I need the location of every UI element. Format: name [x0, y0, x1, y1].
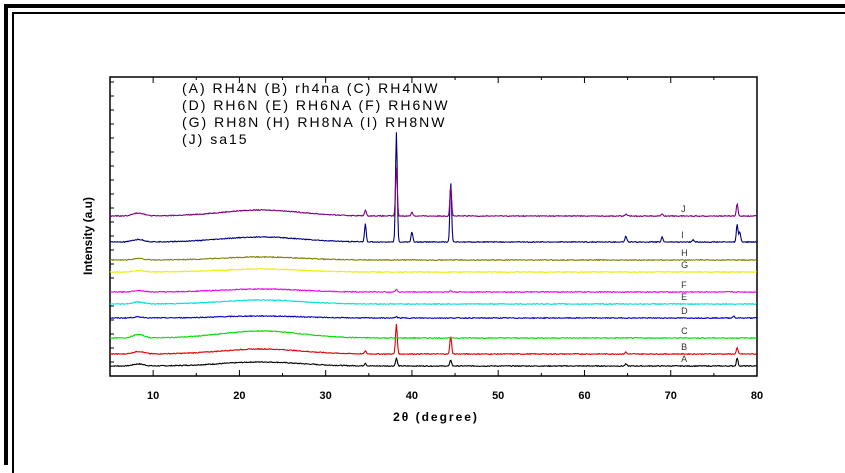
series-label-e: E	[681, 292, 687, 302]
series-line-f	[110, 289, 757, 293]
series-line-e	[110, 300, 757, 305]
series-line-b	[110, 324, 757, 354]
series-label-c: C	[681, 326, 688, 336]
series-line-i	[110, 132, 757, 242]
legend-line: (D) RH6N (E) RH6NA (F) RH6NW	[182, 97, 450, 113]
legend-line: (J) sa15	[182, 131, 249, 147]
x-tick-label: 40	[406, 390, 418, 402]
series-line-h	[110, 257, 757, 261]
x-tick-label: 10	[147, 390, 159, 402]
series-label-b: B	[681, 342, 687, 352]
series-label-j: J	[681, 204, 686, 214]
series-line-a	[110, 358, 757, 367]
series-line-j	[110, 168, 757, 217]
x-tick-label: 60	[578, 390, 590, 402]
series-label-d: D	[681, 306, 688, 316]
series-label-h: H	[681, 248, 688, 258]
legend-line: (A) RH4N (B) rh4na (C) RH4NW	[182, 80, 439, 96]
series-label-g: G	[681, 260, 688, 270]
series-line-g	[110, 269, 757, 273]
legend: (A) RH4N (B) rh4na (C) RH4NW(D) RH6N (E)…	[182, 80, 450, 147]
x-tick-label: 50	[492, 390, 504, 402]
series-line-c	[110, 331, 757, 339]
legend-line: (G) RH8N (H) RH8NA (I) RH8NW	[182, 114, 446, 130]
y-axis-label: Intensity (a.u)	[81, 197, 95, 275]
x-tick-label: 70	[665, 390, 677, 402]
series-label-f: F	[681, 280, 687, 290]
x-tick-label: 80	[751, 390, 763, 402]
series-label-a: A	[681, 354, 687, 364]
x-tick-label: 30	[320, 390, 332, 402]
x-axis-label: 2θ (degree)	[393, 410, 479, 424]
series-label-i: I	[681, 230, 684, 240]
x-tick-label: 20	[233, 390, 245, 402]
series-line-d	[110, 316, 757, 319]
